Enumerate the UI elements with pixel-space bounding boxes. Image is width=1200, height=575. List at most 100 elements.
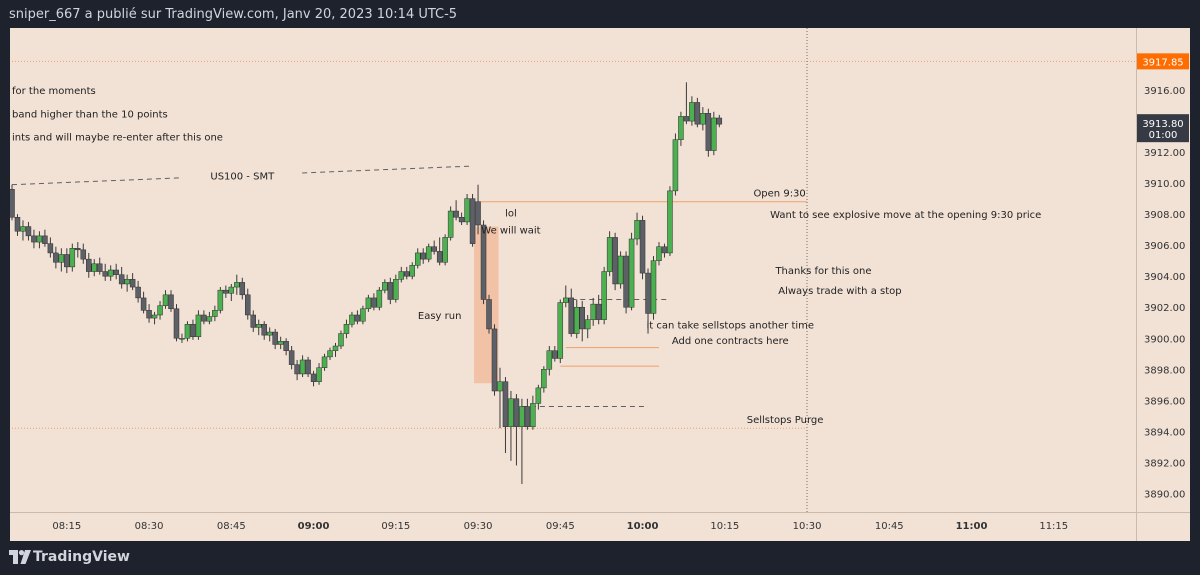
- candle-up: [266, 331, 273, 336]
- candle-down: [239, 282, 246, 296]
- candle-up: [206, 316, 213, 322]
- candle-up: [650, 260, 657, 314]
- candle-down: [14, 217, 21, 232]
- note-stop: Always trade with a stop: [778, 286, 901, 297]
- candle-up: [195, 314, 202, 337]
- y-tick-label: 3892.00: [1144, 458, 1185, 469]
- candle-up: [464, 198, 470, 223]
- note-lol: lol: [505, 209, 517, 220]
- last-price-timer: 01:00: [1149, 130, 1178, 141]
- candle-up: [398, 271, 405, 280]
- x-tick-label: 08:30: [135, 521, 164, 532]
- candle-down: [64, 254, 70, 268]
- x-tick-label: 10:15: [710, 521, 739, 532]
- candle-down: [513, 398, 520, 427]
- price-badge: [1137, 53, 1189, 70]
- candle-up: [69, 248, 76, 268]
- candle-down: [140, 297, 147, 311]
- candle-down: [305, 359, 311, 375]
- x-tick-label: 08:45: [217, 521, 246, 532]
- candle-down: [595, 303, 602, 320]
- x-tick-label: 09:45: [546, 521, 575, 532]
- y-tick-label: 3916.00: [1144, 86, 1185, 97]
- candle-up: [584, 319, 591, 330]
- candle-up: [409, 265, 416, 277]
- candle-up: [376, 289, 383, 308]
- candle-down: [639, 220, 646, 274]
- candle-down: [645, 272, 651, 314]
- tradingview-brand[interactable]: TradingView: [33, 549, 130, 565]
- candle-down: [420, 252, 426, 260]
- candle-down: [261, 324, 267, 336]
- candle-down: [469, 198, 476, 244]
- candle-up: [124, 279, 130, 285]
- candle-up: [530, 403, 536, 427]
- candle-up: [606, 237, 613, 272]
- candle-up: [217, 289, 224, 311]
- header-bar: sniper_667 a publié sur TradingView.com,…: [0, 0, 1200, 28]
- candle-down: [623, 255, 629, 308]
- x-tick-label: 10:00: [627, 521, 659, 532]
- smt-label: US100 - SMT: [210, 171, 275, 182]
- candle-down: [371, 297, 377, 308]
- plot-area: [10, 28, 1136, 512]
- candle-up: [656, 246, 662, 261]
- candle-down: [272, 331, 278, 345]
- candle-up: [497, 381, 503, 392]
- publish-info: sniper_667 a publié sur TradingView.com,…: [9, 7, 458, 22]
- candle-up: [151, 314, 158, 319]
- candle-up: [277, 341, 284, 345]
- candle-up: [573, 306, 580, 334]
- tradingview-logo-icon[interactable]: [9, 550, 31, 564]
- candle-down: [480, 224, 487, 300]
- price-axis: [1136, 28, 1190, 512]
- x-tick-label: 10:45: [875, 521, 904, 532]
- candle-up: [321, 356, 328, 368]
- candle-up: [162, 294, 169, 306]
- x-tick-label: 09:00: [298, 521, 330, 532]
- candle-up: [299, 359, 306, 375]
- candle-up: [447, 210, 454, 238]
- candle-down: [491, 328, 498, 392]
- candle-down: [705, 113, 712, 151]
- note-explosive: Want to see explosive move at the openin…: [770, 210, 1041, 221]
- candle-down: [25, 226, 32, 237]
- x-tick-label: 09:15: [381, 521, 410, 532]
- candle-up: [563, 297, 569, 303]
- candle-down: [716, 117, 723, 125]
- candle-up: [382, 282, 388, 291]
- candle-down: [486, 299, 492, 330]
- note-sellstops-purge: Sellstops Purge: [747, 415, 824, 426]
- candle-down: [31, 235, 37, 243]
- x-tick-label: 08:15: [52, 521, 81, 532]
- candle-down: [135, 286, 141, 299]
- candle-up: [689, 102, 695, 122]
- y-tick-label: 3896.00: [1144, 396, 1185, 407]
- smt-line-right: [302, 165, 473, 174]
- candle-down: [173, 308, 180, 339]
- note-sellstops-time: it can take sellstops another time: [646, 320, 814, 331]
- y-tick-label: 3900.00: [1144, 334, 1185, 345]
- candle-down: [96, 263, 103, 272]
- candle-down: [683, 116, 690, 122]
- candle-up: [414, 252, 421, 266]
- y-tick-label: 3910.00: [1144, 179, 1185, 190]
- note-band-higher: band higher than the 10 points: [12, 109, 168, 120]
- candlestick-chart[interactable]: US100 - SMT for the moments band higher th…: [10, 28, 1190, 541]
- candle-up: [667, 190, 673, 254]
- candle-down: [168, 294, 174, 310]
- note-add-contracts: Add one contracts here: [672, 336, 789, 347]
- candle-up: [678, 116, 684, 140]
- candle-up: [179, 338, 185, 340]
- candle-down: [612, 237, 618, 285]
- candle-down: [201, 314, 207, 322]
- candle-down: [694, 102, 701, 125]
- y-tick-label: 3908.00: [1144, 210, 1185, 221]
- candle-up: [365, 297, 372, 310]
- candle-down: [502, 381, 509, 427]
- last-price-label: 3913.80: [1142, 119, 1183, 130]
- candle-down: [354, 314, 361, 322]
- candle-down: [250, 314, 256, 328]
- candle-up: [393, 279, 399, 300]
- candle-up: [327, 350, 333, 358]
